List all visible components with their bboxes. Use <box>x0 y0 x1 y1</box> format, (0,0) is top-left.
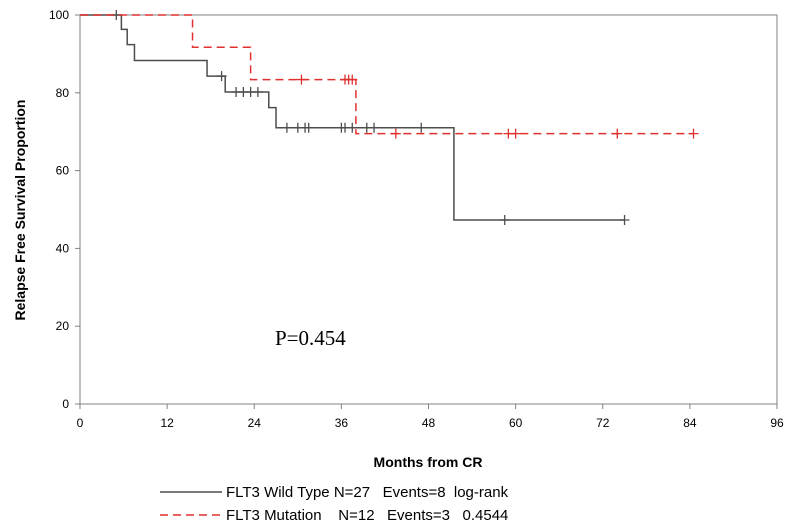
p-value-annotation: P=0.454 <box>275 326 346 350</box>
km-curve-mutation <box>80 14 694 135</box>
censor-mark-wild-type <box>416 122 427 133</box>
y-tick-label: 80 <box>56 86 70 100</box>
censor-mark-mutation <box>390 128 401 139</box>
y-tick-label: 0 <box>62 397 69 411</box>
censor-mark-wild-type <box>281 122 292 133</box>
censor-mark-wild-type <box>369 122 380 133</box>
x-tick-label: 72 <box>596 416 610 430</box>
censor-mark-wild-type <box>216 71 227 82</box>
series-layer <box>80 10 699 226</box>
censor-mark-mutation <box>688 128 699 139</box>
censor-mark-mutation <box>296 74 307 85</box>
censor-mark-wild-type <box>619 215 630 226</box>
censor-mark-wild-type <box>499 215 510 226</box>
y-tick-label: 40 <box>56 241 70 255</box>
legend-label-wild-type: FLT3 Wild Type N=27 Events=8 log-rank <box>226 484 509 501</box>
legend-label-mutation: FLT3 Mutation N=12 Events=3 0.4544 <box>226 507 508 524</box>
censor-mark-wild-type <box>252 87 263 98</box>
plot-area <box>79 14 778 405</box>
censor-mark-mutation <box>612 128 623 139</box>
y-tick-label: 60 <box>56 164 70 178</box>
censor-mark-mutation <box>347 74 358 85</box>
x-axis-title: Months from CR <box>374 454 483 470</box>
axis-ticks: 0 12 24 36 48 60 72 84 96 0 20 40 60 80 100 <box>49 8 784 430</box>
y-tick-label: 20 <box>56 319 70 333</box>
x-tick-label: 48 <box>422 416 436 430</box>
x-tick-label: 36 <box>335 416 349 430</box>
censor-mark-wild-type <box>347 122 358 133</box>
legend: FLT3 Wild Type N=27 Events=8 log-rank FLT… <box>160 484 509 524</box>
x-tick-label: 24 <box>248 416 262 430</box>
censor-mark-mutation <box>510 128 521 139</box>
x-tick-label: 96 <box>770 416 784 430</box>
x-tick-label: 0 <box>77 416 84 430</box>
x-tick-label: 84 <box>683 416 697 430</box>
y-axis-title: Relapse Free Survival Proportion <box>12 100 28 321</box>
x-tick-label: 12 <box>160 416 174 430</box>
x-tick-label: 60 <box>509 416 523 430</box>
y-tick-label: 100 <box>49 8 69 22</box>
censor-mark-wild-type <box>303 122 314 133</box>
